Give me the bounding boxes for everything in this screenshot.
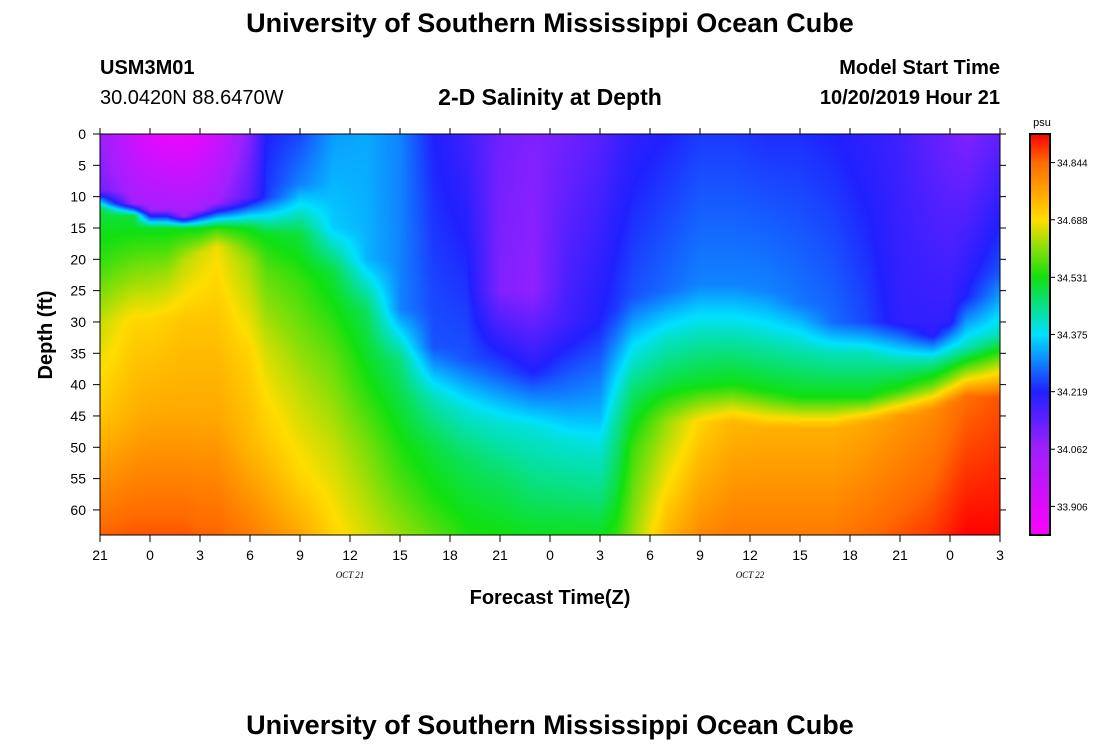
y-tick-label: 15 (70, 220, 86, 236)
x-tick-label: 15 (792, 547, 808, 563)
model-start-label: Model Start Time (839, 57, 1000, 79)
x-tick-label: 3 (596, 547, 604, 563)
x-tick-label: 21 (892, 547, 908, 563)
y-tick-label: 30 (70, 314, 86, 330)
x-tick-label: 9 (696, 547, 704, 563)
colorbar-tick-label: 34.375 (1057, 331, 1088, 342)
y-tick-label: 40 (70, 377, 86, 393)
x-tick-label: 0 (146, 547, 154, 563)
colorbar-tick-label: 34.531 (1057, 273, 1088, 284)
colorbar-unit: psu (1033, 117, 1051, 129)
y-tick-label: 60 (70, 502, 86, 518)
y-tick-label: 50 (70, 439, 86, 455)
y-axis-label: Depth (ft) (35, 291, 57, 380)
x-tick-label: 3 (196, 547, 204, 563)
x-tick-label: 6 (246, 547, 254, 563)
y-axis: 0 5 10 15 20 25 30 35 40 45 50 55 60 (70, 126, 1006, 518)
y-tick-label: 10 (70, 189, 86, 205)
x-axis-label: Forecast Time(Z) (470, 587, 631, 609)
x-tick-label: 21 (92, 547, 108, 563)
x-tick-label: 15 (392, 547, 408, 563)
x-tick-label: 12 (342, 547, 358, 563)
station-location: 30.0420N 88.6470W (100, 87, 284, 109)
x-axis: 21 0 3 6 9 12 15 18 21 0 3 6 9 12 15 18 21 0 3 OCT 21 OCT 22 (92, 128, 1004, 580)
colorbar-tick-label: 34.219 (1057, 388, 1088, 399)
y-tick-label: 25 (70, 283, 86, 299)
chart-title: University of Southern Mississippi Ocean… (246, 8, 854, 38)
date-label: OCT 22 (736, 570, 765, 580)
colorbar-ticks: 34.844 34.688 34.531 34.375 34.219 34.062 33.9… (1050, 159, 1088, 513)
colorbar-tick-label: 33.906 (1057, 502, 1088, 513)
x-tick-label: 18 (442, 547, 458, 563)
y-tick-label: 0 (78, 126, 86, 142)
plot-title: 2-D Salinity at Depth (438, 84, 662, 110)
colorbar-tick-label: 34.844 (1057, 159, 1088, 170)
station-id: USM3M01 (100, 57, 195, 79)
colorbar (1029, 133, 1051, 536)
x-tick-label: 12 (742, 547, 758, 563)
date-label: OCT 21 (336, 570, 365, 580)
y-tick-label: 20 (70, 251, 86, 267)
x-tick-label: 6 (646, 547, 654, 563)
x-tick-label: 9 (296, 547, 304, 563)
x-tick-label: 0 (946, 547, 954, 563)
y-tick-label: 55 (70, 471, 86, 487)
x-tick-label: 18 (842, 547, 858, 563)
model-start-value: 10/20/2019 Hour 21 (819, 87, 1000, 109)
colorbar-tick-label: 34.688 (1057, 216, 1088, 227)
x-tick-label: 0 (546, 547, 554, 563)
y-tick-label: 5 (78, 157, 86, 173)
footer-title: University of Southern Mississippi Ocean… (246, 710, 854, 740)
y-tick-label: 35 (70, 345, 86, 361)
salinity-chart: 21 0 3 6 9 12 15 18 21 0 3 6 9 12 15 18 21 0 3 OCT 21 OCT 22… (35, 117, 1088, 609)
x-tick-label: 3 (996, 547, 1004, 563)
colorbar-tick-label: 34.062 (1057, 445, 1088, 456)
y-tick-label: 45 (70, 408, 86, 424)
salinity-heatmap (100, 134, 1000, 535)
x-tick-label: 21 (492, 547, 508, 563)
